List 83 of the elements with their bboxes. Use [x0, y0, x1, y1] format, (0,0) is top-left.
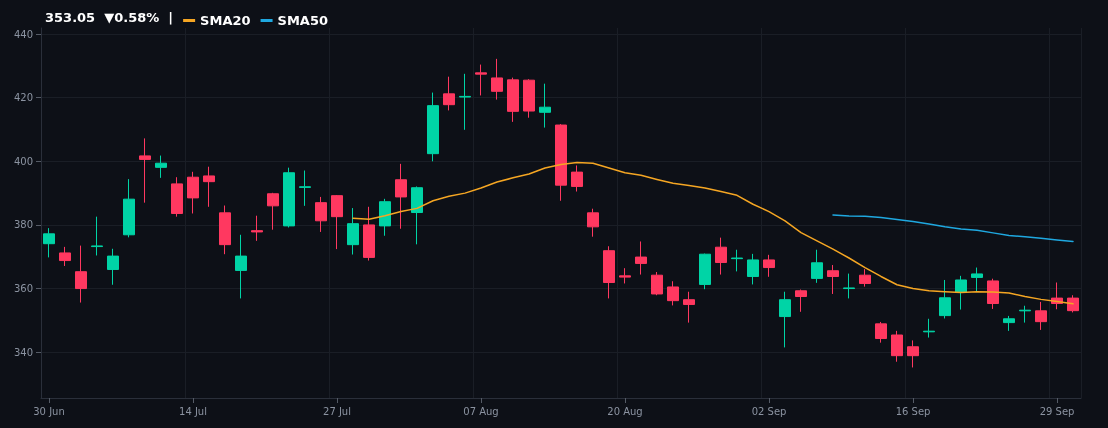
y-tick-label: 360	[13, 283, 33, 295]
candlestick	[363, 206, 375, 262]
candlestick	[667, 280, 679, 306]
legend-label: SMA50	[277, 13, 329, 28]
candlestick	[507, 77, 519, 123]
candlestick	[843, 273, 855, 299]
candlestick	[315, 196, 327, 233]
candlestick	[907, 339, 919, 368]
candlestick	[1019, 305, 1031, 324]
candlestick	[635, 240, 647, 276]
candlestick	[251, 215, 263, 242]
y-tick-label: 400	[13, 155, 33, 167]
candlestick	[43, 227, 55, 258]
candlestick	[443, 76, 455, 111]
candlestick	[1035, 301, 1047, 331]
candlestick	[139, 137, 151, 204]
candlestick	[875, 321, 887, 344]
candlestick	[779, 291, 791, 348]
candlestick	[955, 275, 967, 311]
candlestick	[491, 58, 503, 101]
candlestick	[699, 253, 711, 290]
x-tick-label: 20 Aug	[607, 405, 643, 417]
candlestick	[235, 234, 247, 299]
candlestick	[987, 278, 999, 310]
candlestick	[971, 267, 983, 293]
chart-title: 353.05 ▼0.58% |	[45, 10, 174, 25]
candlestick	[651, 271, 663, 296]
candlestick	[283, 167, 295, 228]
candlestick	[267, 192, 279, 231]
candlestick	[555, 123, 567, 202]
x-tick-label: 30 Jun	[33, 405, 65, 417]
candlestick	[683, 291, 695, 324]
candlestick	[395, 163, 407, 230]
candlestick	[91, 216, 103, 256]
candlestick	[75, 245, 87, 304]
candlestick	[411, 185, 423, 245]
candlestick	[571, 164, 583, 193]
candlestick	[299, 170, 311, 207]
candlestick	[859, 268, 871, 288]
x-tick-label: 27 Jul	[323, 405, 351, 417]
candlestick	[219, 205, 231, 255]
x-tick-label: 29 Sep	[1039, 405, 1075, 417]
y-tick-label: 380	[13, 219, 33, 231]
candlestick	[475, 64, 487, 96]
legend-label: SMA20	[200, 13, 251, 28]
x-tick-label: 14 Jul	[179, 405, 207, 417]
candlestick	[427, 92, 439, 162]
candlestick	[107, 248, 119, 286]
line-series	[352, 161, 1074, 305]
candlestick	[619, 267, 631, 284]
candlestick	[187, 171, 199, 214]
x-tick-label: 02 Sep	[751, 405, 787, 417]
candlestick	[1067, 294, 1079, 313]
candlestick	[923, 318, 935, 339]
candlestick	[939, 279, 951, 319]
candlestick	[827, 264, 839, 295]
candlestick	[763, 254, 775, 278]
candlestick	[331, 194, 343, 250]
candlestick	[523, 78, 535, 119]
candlestick	[747, 253, 759, 285]
candlestick	[715, 237, 727, 276]
candlestick	[171, 176, 183, 218]
line-series	[832, 214, 1074, 243]
candlestick	[587, 208, 599, 238]
candlestick	[811, 249, 823, 284]
y-tick-label: 440	[13, 28, 33, 40]
x-tick-label: 07 Aug	[463, 405, 499, 417]
candlestick	[155, 155, 167, 179]
candlestick	[203, 166, 215, 208]
candlestick	[347, 207, 359, 256]
y-tick-label: 340	[13, 346, 33, 358]
candlestick	[459, 73, 471, 131]
x-tick-label: 16 Sep	[895, 405, 931, 417]
candlestick	[539, 83, 551, 129]
candlestick	[891, 330, 903, 363]
y-tick-label: 420	[13, 92, 33, 104]
candlestick	[1003, 315, 1015, 332]
candlestick	[603, 245, 615, 299]
candlestick	[379, 198, 391, 237]
candlestick	[123, 178, 135, 238]
candlestick	[59, 246, 71, 267]
candlestick	[731, 249, 743, 272]
candlestick	[795, 289, 807, 313]
